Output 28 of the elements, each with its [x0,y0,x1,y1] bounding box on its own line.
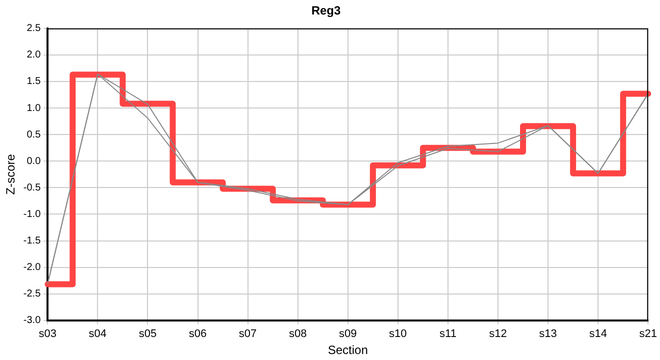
chart-title: Reg3 [311,4,341,18]
x-tick-label: s04 [88,328,107,340]
y-tick-label: -2.5 [23,288,42,300]
x-axis-title: Section [328,343,368,358]
x-tick-label: s09 [339,328,357,340]
x-tick-label: s14 [589,328,607,340]
y-tick-label: -0.5 [23,182,42,194]
y-tick-label: -1.0 [23,208,42,220]
y-tick-label: -3.0 [23,315,42,326]
y-tick-label: 1.0 [26,102,42,114]
x-tick-label: s03 [38,328,57,340]
x-tick-label: s07 [238,328,257,340]
y-tick-label: -2.0 [23,262,42,274]
y-tick-label: 2.5 [26,23,42,34]
y-tick-label: 0.5 [26,129,42,140]
y-axis-title: Z-score [4,154,18,195]
x-tick-label: s11 [440,328,456,340]
x-tick-label: s05 [138,328,157,340]
y-tick-label: 1.5 [26,76,42,88]
y-tick-label: -1.5 [23,236,42,247]
x-tick-label: s08 [288,328,307,340]
y-tick-label: 0.0 [26,156,42,167]
x-tick-label: s10 [389,328,407,340]
x-tick-label: s12 [489,328,507,340]
x-tick-label: s06 [188,328,207,340]
x-tick-label: s21 [639,328,658,340]
x-tick-label: s13 [539,328,557,340]
y-tick-label: 2.0 [26,50,42,61]
